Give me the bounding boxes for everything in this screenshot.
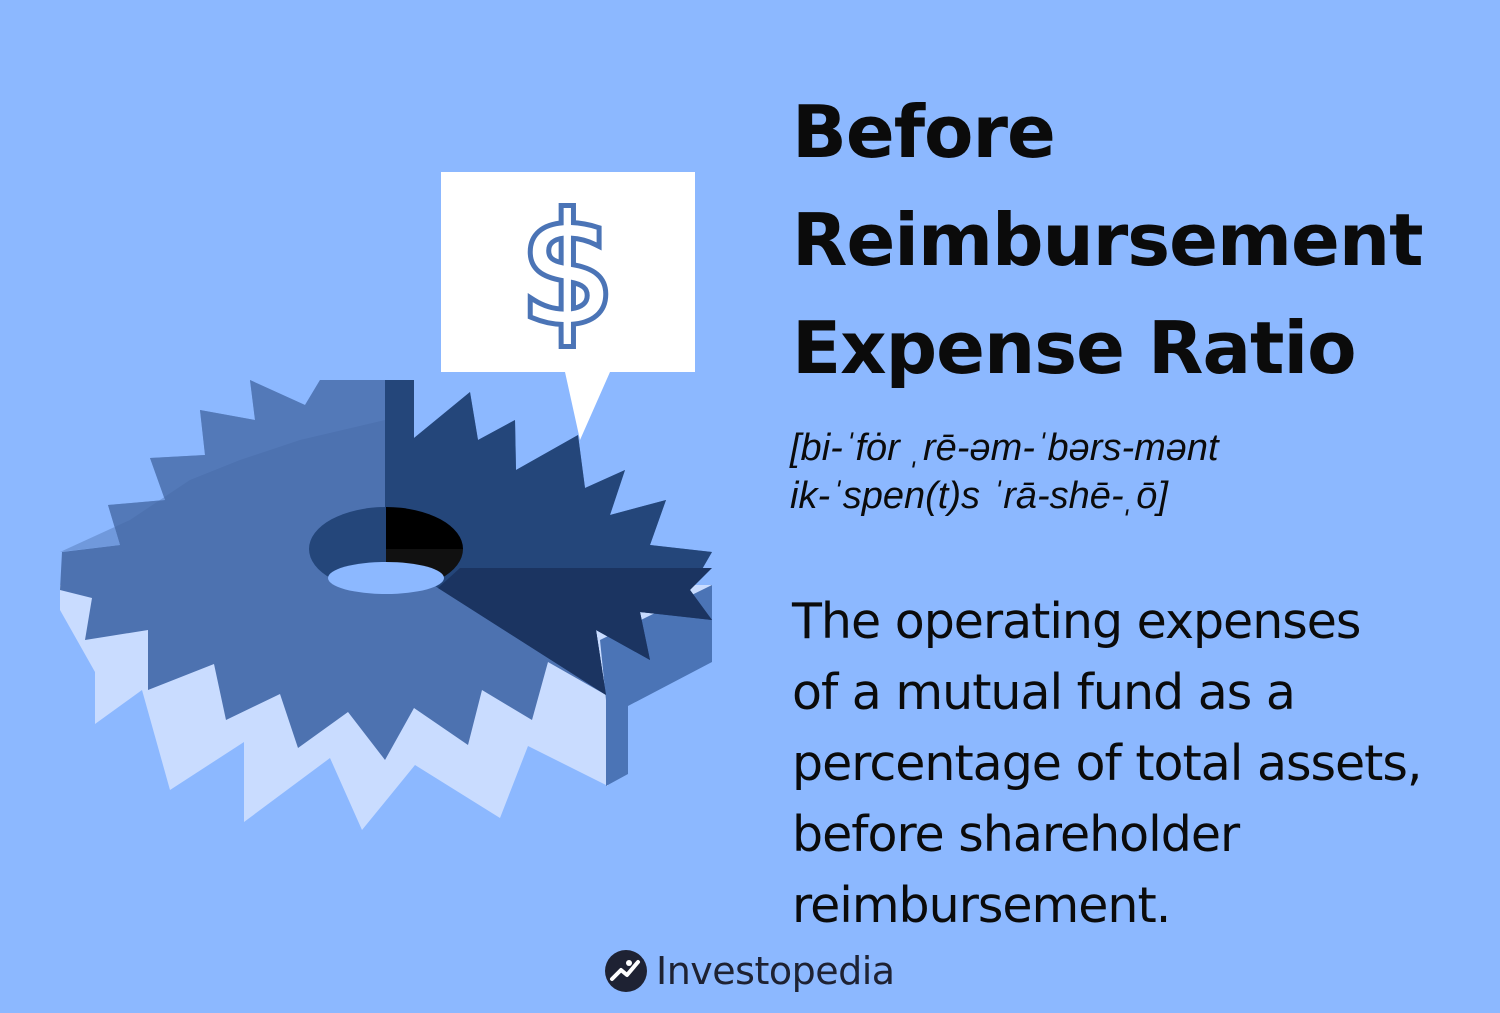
gear-illustration xyxy=(60,172,712,830)
pronunciation-line: [bi-ˈfȯr ˌrē-əm-ˈbərs-mənt xyxy=(790,427,1219,469)
definition-line: The operating expenses xyxy=(792,593,1361,650)
title-line: Expense Ratio xyxy=(792,306,1357,390)
definition-text: The operating expenses of a mutual fund … xyxy=(792,586,1482,941)
pronunciation: [bi-ˈfȯr ˌrē-əm-ˈbərs-mənt ik-ˈspen(t)s … xyxy=(790,424,1470,520)
definition-line: percentage of total assets, xyxy=(792,735,1423,792)
page-title: Before Reimbursement Expense Ratio xyxy=(792,78,1472,402)
speech-bubble-icon xyxy=(441,172,695,440)
pronunciation-line: ik-ˈspen(t)s ˈrā-shē-ˌō] xyxy=(790,475,1168,517)
title-line: Reimbursement xyxy=(792,198,1424,282)
gear-icon xyxy=(60,380,712,830)
definition-line: of a mutual fund as a xyxy=(792,664,1296,721)
dollar-sign-glyph: $ xyxy=(515,184,620,358)
title-line: Before xyxy=(792,90,1056,174)
definition-line: before shareholder xyxy=(792,806,1240,863)
definition-line: reimbursement. xyxy=(792,877,1171,934)
brand-logo: Investopedia xyxy=(604,943,895,999)
brand-name: Investopedia xyxy=(656,949,895,993)
dollar-sign-icon: $ xyxy=(508,176,628,366)
investopedia-logo-icon xyxy=(605,950,647,992)
